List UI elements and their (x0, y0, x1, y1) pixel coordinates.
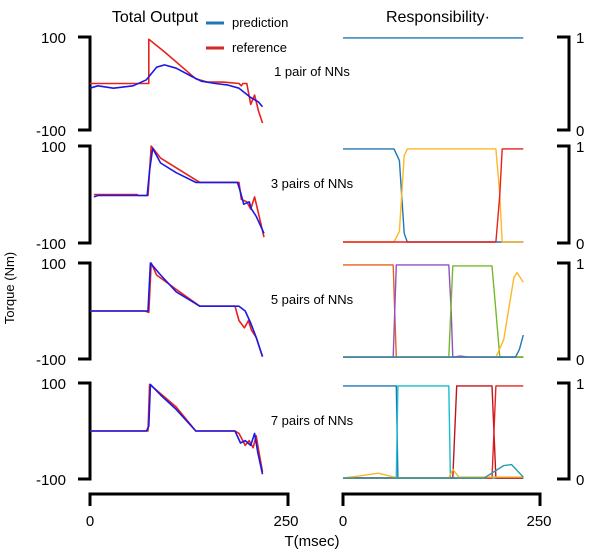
left-y-tick-bottom-2: -100 (36, 236, 66, 253)
x-axis-left-line (88, 492, 290, 506)
panel-label-1: 1 pair of NNs (274, 64, 350, 79)
right-y-tick-top-4: 1 (576, 376, 584, 393)
responsibility-panel-4: 10 (342, 376, 584, 489)
responsibility-panel-3: 10 (343, 256, 584, 369)
total-output-panel-1: 100 -100 1 pair of NNs (36, 30, 350, 140)
left-y-tick-top-4: 100 (41, 376, 66, 393)
x-axis-right: 0 250 (339, 492, 552, 530)
responsibility-line-2-2 (343, 148, 524, 243)
left-y-tick-top-3: 100 (41, 256, 66, 273)
left-y-axis-1 (78, 35, 92, 132)
series-line-reference-3 (90, 262, 264, 357)
responsibility-panel-1: 10 (343, 30, 584, 140)
right-y-tick-top-1: 1 (576, 30, 584, 47)
x-tick-right-0: 0 (339, 513, 347, 530)
series-line-reference-2 (93, 145, 265, 238)
responsibility-line-3-3 (343, 265, 524, 358)
x-tick-left-250: 250 (273, 513, 298, 530)
responsibility-line-4-2 (343, 385, 524, 479)
left-y-tick-bottom-1: -100 (36, 123, 66, 140)
series-line-prediction-2 (93, 147, 265, 234)
right-y-tick-top-3: 1 (576, 256, 584, 273)
responsibility-line-2-1 (343, 148, 524, 243)
responsibility-line-4-6 (343, 463, 524, 479)
responsibility-line-4-1 (343, 385, 524, 479)
responsibility-line-4-3 (343, 385, 524, 479)
right-y-axis-4 (557, 381, 571, 481)
right-y-tick-bottom-4: 0 (576, 472, 584, 489)
left-y-axis-4 (78, 381, 92, 481)
right-y-axis-3 (557, 261, 571, 361)
y-axis-label: Torque (Nm) (2, 252, 17, 324)
legend: prediction reference (206, 15, 288, 55)
left-y-tick-top-2: 100 (41, 139, 66, 156)
right-y-tick-bottom-3: 0 (576, 352, 584, 369)
total-output-panel-2: 100 -100 3 pairs of NNs (36, 139, 354, 253)
panel-label-4: 7 pairs of NNs (271, 413, 354, 428)
right-y-tick-bottom-2: 0 (576, 236, 584, 253)
legend-label-reference: reference (232, 40, 287, 55)
panel-label-3: 5 pairs of NNs (271, 292, 354, 307)
legend-label-prediction: prediction (232, 15, 288, 30)
x-axis-left: 0 250 (86, 492, 299, 530)
responsibility-line-2-3 (343, 148, 524, 243)
series-line-prediction-1 (89, 64, 264, 108)
responsibility-panel-2: 10 (343, 139, 584, 253)
left-y-tick-bottom-3: -100 (36, 352, 66, 369)
x-tick-right-250: 250 (526, 513, 551, 530)
total-output-panel-3: 100 -100 5 pairs of NNs (36, 256, 354, 369)
x-tick-left-0: 0 (86, 513, 94, 530)
series-line-prediction-4 (90, 383, 264, 475)
title-total-output: Total Output (112, 9, 199, 26)
x-axis-right-line (341, 492, 542, 506)
right-y-tick-top-2: 1 (576, 139, 584, 156)
left-y-tick-bottom-4: -100 (36, 472, 66, 489)
left-y-axis-2 (78, 144, 92, 245)
right-y-axis-1 (557, 35, 571, 132)
x-axis-label: T(msec) (285, 533, 340, 550)
responsibility-line-4-4 (343, 385, 524, 479)
right-y-axis-2 (557, 144, 571, 245)
right-y-tick-bottom-1: 0 (576, 123, 584, 140)
title-responsibility: Responsibility· (386, 9, 490, 26)
left-y-tick-top-1: 100 (41, 30, 66, 47)
total-output-panel-4: 100 -100 7 pairs of NNs (36, 376, 354, 489)
series-line-reference-4 (90, 383, 264, 472)
responsibility-line-3-5 (343, 334, 524, 358)
series-line-prediction-3 (90, 262, 264, 357)
panel-label-2: 3 pairs of NNs (271, 176, 354, 191)
left-y-axis-3 (78, 261, 92, 361)
